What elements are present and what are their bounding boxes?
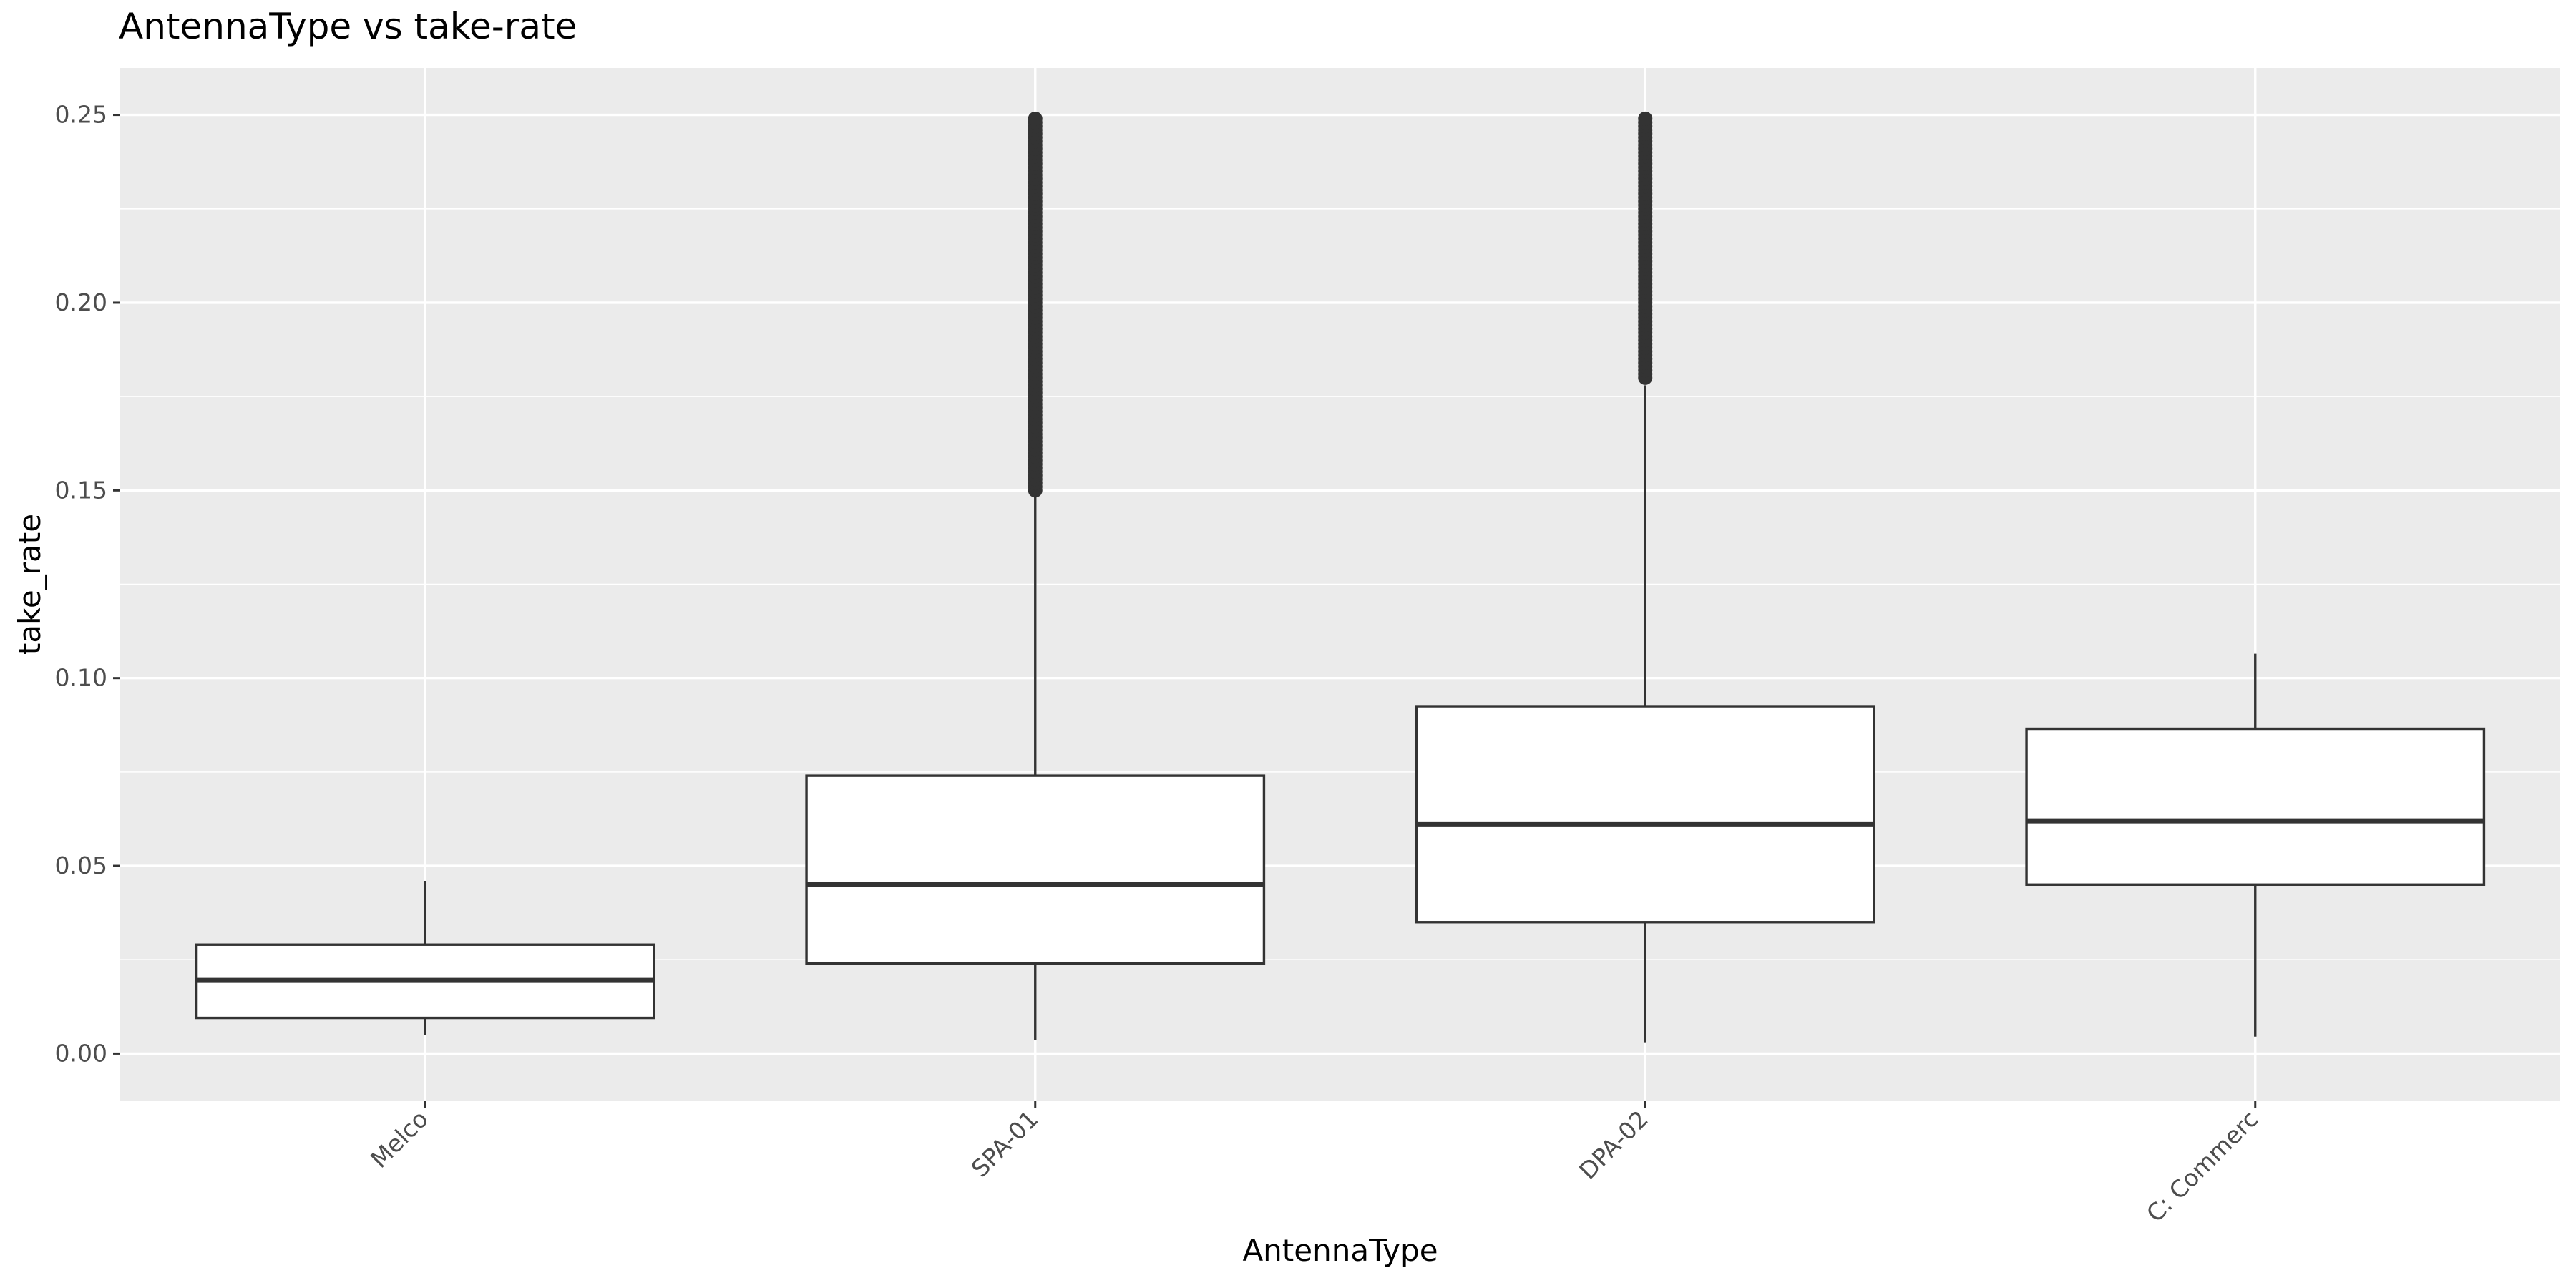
- y-tick-label: 0.20: [55, 288, 107, 316]
- x-tick-label: Melco: [365, 1105, 434, 1174]
- y-tick-label: 0.25: [55, 101, 107, 129]
- chart-title: AntennaType vs take-rate: [119, 6, 577, 47]
- x-tick-label: SPA-01: [966, 1105, 1044, 1183]
- y-tick-label: 0.05: [55, 852, 107, 879]
- x-axis-ticks: Melco SPA-01 DPA-02 C: Commerc: [365, 1101, 2263, 1228]
- box-body: [805, 774, 1266, 965]
- box-body: [1415, 705, 1875, 924]
- box-series: [195, 111, 2486, 1043]
- y-tick-label: 0.00: [55, 1039, 107, 1067]
- outlier-point: [1638, 111, 1653, 126]
- y-axis-title: take_rate: [12, 514, 47, 655]
- box-dpa-02: [1415, 111, 1875, 1043]
- x-axis-title: AntennaType: [1242, 1233, 1438, 1268]
- y-tick-label: 0.15: [55, 476, 107, 504]
- box-body: [2025, 727, 2486, 886]
- y-tick-label: 0.10: [55, 664, 107, 692]
- x-tick-label: DPA-02: [1574, 1105, 1654, 1185]
- box-c-commerc: [2025, 653, 2486, 1037]
- box-spa-01: [805, 111, 1266, 1041]
- x-tick-label: C: Commerc: [2141, 1105, 2263, 1227]
- box-melco: [195, 881, 655, 1035]
- outlier-point: [1028, 111, 1043, 126]
- y-axis-ticks: 0.00 0.05 0.10 0.15 0.20 0.25: [55, 101, 120, 1067]
